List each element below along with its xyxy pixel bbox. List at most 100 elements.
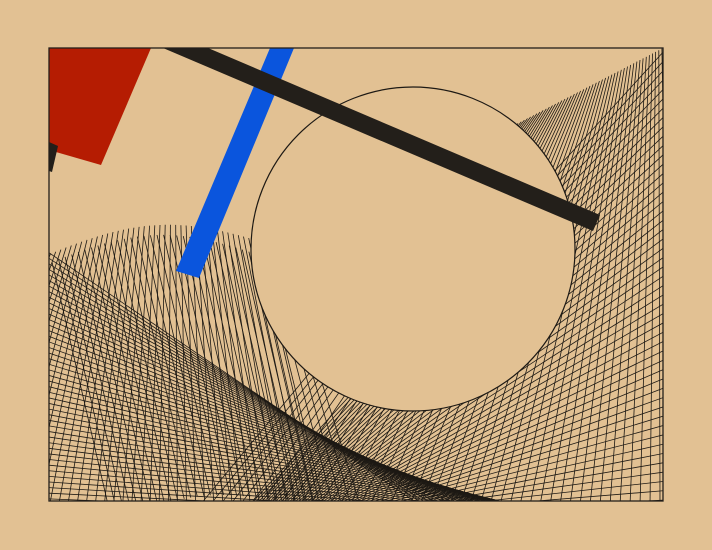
black-stub-bar bbox=[49, 142, 58, 172]
mesh-line bbox=[59, 233, 109, 501]
black-diagonal-bar bbox=[163, 48, 600, 231]
mesh-line bbox=[64, 256, 122, 501]
mesh-line bbox=[649, 51, 656, 501]
mesh-line bbox=[49, 492, 215, 501]
mesh-line bbox=[136, 236, 198, 497]
mesh-line bbox=[58, 259, 115, 501]
mesh-line bbox=[243, 236, 296, 501]
blue-diagonal-bar bbox=[176, 48, 294, 278]
mesh-line bbox=[215, 242, 277, 501]
mesh-line bbox=[49, 247, 67, 304]
mesh-line bbox=[156, 234, 218, 496]
mesh-line bbox=[45, 504, 674, 524]
mesh-line bbox=[392, 425, 663, 501]
mesh-line bbox=[130, 237, 192, 498]
mesh-line bbox=[385, 415, 663, 501]
mesh-line bbox=[77, 252, 137, 501]
mesh-line bbox=[150, 235, 211, 496]
mesh-line bbox=[97, 245, 158, 501]
mesh-line bbox=[0, 258, 40, 505]
mesh-line bbox=[51, 261, 108, 501]
mesh-line bbox=[217, 230, 251, 501]
mesh-line bbox=[71, 254, 129, 501]
mesh-line bbox=[336, 313, 663, 501]
mesh-line bbox=[49, 241, 83, 369]
central-circle bbox=[250, 86, 576, 412]
mesh-line bbox=[629, 55, 650, 501]
mesh-line bbox=[241, 249, 301, 501]
mesh-line bbox=[49, 419, 498, 501]
mesh-line bbox=[49, 239, 88, 398]
mesh-line bbox=[49, 464, 426, 501]
mesh-line bbox=[339, 322, 663, 501]
mesh-line bbox=[175, 224, 178, 501]
mesh-line bbox=[117, 240, 178, 501]
mesh-line bbox=[189, 236, 251, 497]
mesh-line bbox=[235, 247, 295, 501]
mesh-line bbox=[49, 453, 458, 501]
mesh-line bbox=[540, 69, 622, 501]
mesh-line bbox=[232, 233, 278, 501]
mesh-line bbox=[49, 238, 93, 430]
mesh-line bbox=[202, 239, 264, 500]
mesh-line bbox=[619, 56, 647, 501]
mesh-line bbox=[570, 64, 631, 501]
mesh-line bbox=[351, 350, 663, 501]
mesh-line bbox=[167, 224, 171, 501]
mesh-line bbox=[169, 235, 231, 496]
mesh-line bbox=[455, 471, 663, 501]
mesh-line bbox=[0, 256, 45, 505]
mesh-line bbox=[637, 499, 663, 501]
mesh-left-lines bbox=[0, 224, 680, 525]
mesh-line bbox=[49, 251, 57, 273]
mesh-line bbox=[84, 249, 144, 501]
mesh-line bbox=[149, 224, 161, 501]
mesh-line bbox=[530, 71, 619, 501]
mesh-line bbox=[110, 241, 172, 501]
mesh-line bbox=[163, 234, 224, 495]
mesh-line bbox=[483, 481, 663, 501]
mesh-line bbox=[49, 476, 374, 501]
mesh-line bbox=[658, 50, 661, 501]
mesh-line bbox=[599, 59, 641, 501]
mesh-line bbox=[196, 237, 257, 498]
mesh-line bbox=[329, 294, 663, 501]
mesh-line bbox=[227, 232, 269, 501]
mesh-line bbox=[143, 235, 205, 496]
mesh-line bbox=[49, 487, 284, 501]
mesh-line bbox=[368, 387, 663, 501]
mesh-line bbox=[379, 406, 663, 501]
mesh-line bbox=[373, 397, 663, 501]
mesh-line bbox=[364, 378, 663, 501]
mesh-line bbox=[211, 229, 242, 501]
mesh-line bbox=[550, 68, 625, 501]
mesh-line bbox=[49, 243, 77, 345]
red-quad bbox=[49, 48, 151, 165]
frame-border bbox=[48, 47, 664, 502]
mesh-line bbox=[49, 234, 103, 501]
mesh-line bbox=[209, 240, 270, 501]
mesh-line bbox=[49, 253, 51, 259]
mesh-line bbox=[182, 236, 244, 497]
mesh-line bbox=[326, 285, 663, 501]
mesh-line bbox=[343, 331, 663, 501]
mesh-line bbox=[355, 359, 663, 501]
mesh-line bbox=[435, 462, 663, 501]
mesh-line bbox=[131, 225, 150, 501]
mesh-line bbox=[400, 434, 663, 501]
mesh-line bbox=[228, 245, 289, 501]
mesh-line bbox=[123, 238, 185, 499]
mesh-line bbox=[49, 498, 112, 501]
mesh-line bbox=[222, 243, 283, 501]
mesh-line bbox=[665, 47, 680, 505]
mesh-line bbox=[532, 490, 663, 501]
mesh-line bbox=[91, 247, 151, 501]
mesh-line bbox=[49, 481, 336, 501]
mesh-line bbox=[409, 443, 663, 501]
mesh-line bbox=[421, 453, 663, 501]
mesh-line bbox=[176, 235, 238, 496]
mesh-line bbox=[45, 510, 680, 525]
mesh-line bbox=[49, 470, 403, 501]
mesh-line bbox=[560, 66, 628, 501]
